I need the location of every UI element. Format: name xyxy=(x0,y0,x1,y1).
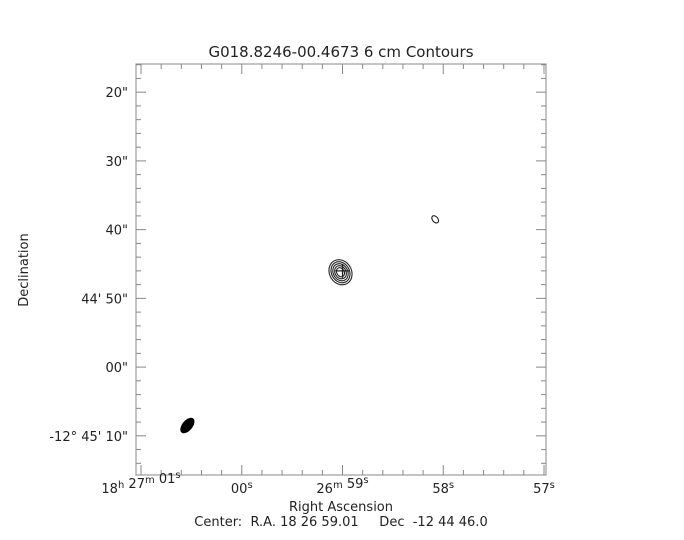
x-tick-label: 18h 27m 01s xyxy=(101,470,180,497)
contour-level xyxy=(332,263,349,282)
center-footer: Center: R.A. 18 26 59.01 Dec -12 44 46.0 xyxy=(194,515,487,530)
y-axis-label: Declination xyxy=(17,233,32,307)
x-tick-label: 57s xyxy=(533,480,555,497)
x-tick-label: 58s xyxy=(432,480,454,497)
chart-title: G018.8246-00.4673 6 cm Contours xyxy=(208,43,473,61)
contour-level xyxy=(330,261,351,284)
x-tick-label: 00s xyxy=(231,480,253,497)
plot-border xyxy=(135,63,547,476)
y-tick-label: -12° 45' 10" xyxy=(49,430,128,445)
x-tick-label: 26m 59s xyxy=(316,475,368,497)
plot-frame: 18h 27m 01s 00s 26m 59s 58s 57s 20" 30" 40" 44' … xyxy=(49,63,555,497)
x-axis-label: Right Ascension xyxy=(289,500,393,515)
contour-level xyxy=(334,265,347,280)
center-plus-marker xyxy=(335,263,350,278)
y-tick-label: 40" xyxy=(105,224,128,239)
y-tick-label: 44' 50" xyxy=(81,292,128,307)
contour-level xyxy=(328,259,353,286)
contour-marks xyxy=(180,215,440,434)
contour-level xyxy=(431,215,440,224)
beam-ellipse xyxy=(180,417,195,434)
y-tick-label: 00" xyxy=(105,361,128,376)
y-tick-label: 30" xyxy=(105,155,128,170)
y-tick-label: 20" xyxy=(105,86,128,101)
